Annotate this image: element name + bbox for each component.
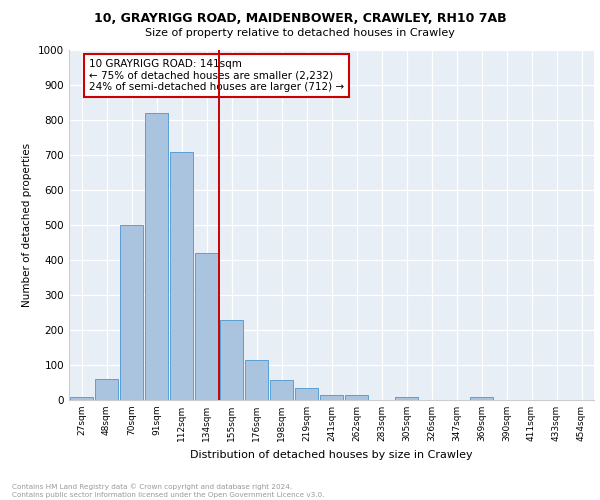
Bar [220, 320, 243, 400]
Bar [245, 360, 268, 400]
Bar [95, 379, 118, 400]
Bar [320, 396, 343, 400]
Text: 10 GRAYRIGG ROAD: 141sqm
← 75% of detached houses are smaller (2,232)
24% of sem: 10 GRAYRIGG ROAD: 141sqm ← 75% of detach… [89, 58, 344, 92]
Bar [70, 397, 93, 400]
Text: Size of property relative to detached houses in Crawley: Size of property relative to detached ho… [145, 28, 455, 38]
Text: Contains HM Land Registry data © Crown copyright and database right 2024.
Contai: Contains HM Land Registry data © Crown c… [12, 484, 325, 498]
Bar [395, 396, 418, 400]
X-axis label: Distribution of detached houses by size in Crawley: Distribution of detached houses by size … [190, 450, 473, 460]
Text: 10, GRAYRIGG ROAD, MAIDENBOWER, CRAWLEY, RH10 7AB: 10, GRAYRIGG ROAD, MAIDENBOWER, CRAWLEY,… [94, 12, 506, 26]
Bar [345, 395, 368, 400]
Bar [170, 152, 193, 400]
Bar [295, 388, 318, 400]
Bar [470, 397, 493, 400]
Bar [270, 380, 293, 400]
Y-axis label: Number of detached properties: Number of detached properties [22, 143, 32, 307]
Bar [120, 225, 143, 400]
Bar [145, 113, 168, 400]
Bar [195, 253, 218, 400]
